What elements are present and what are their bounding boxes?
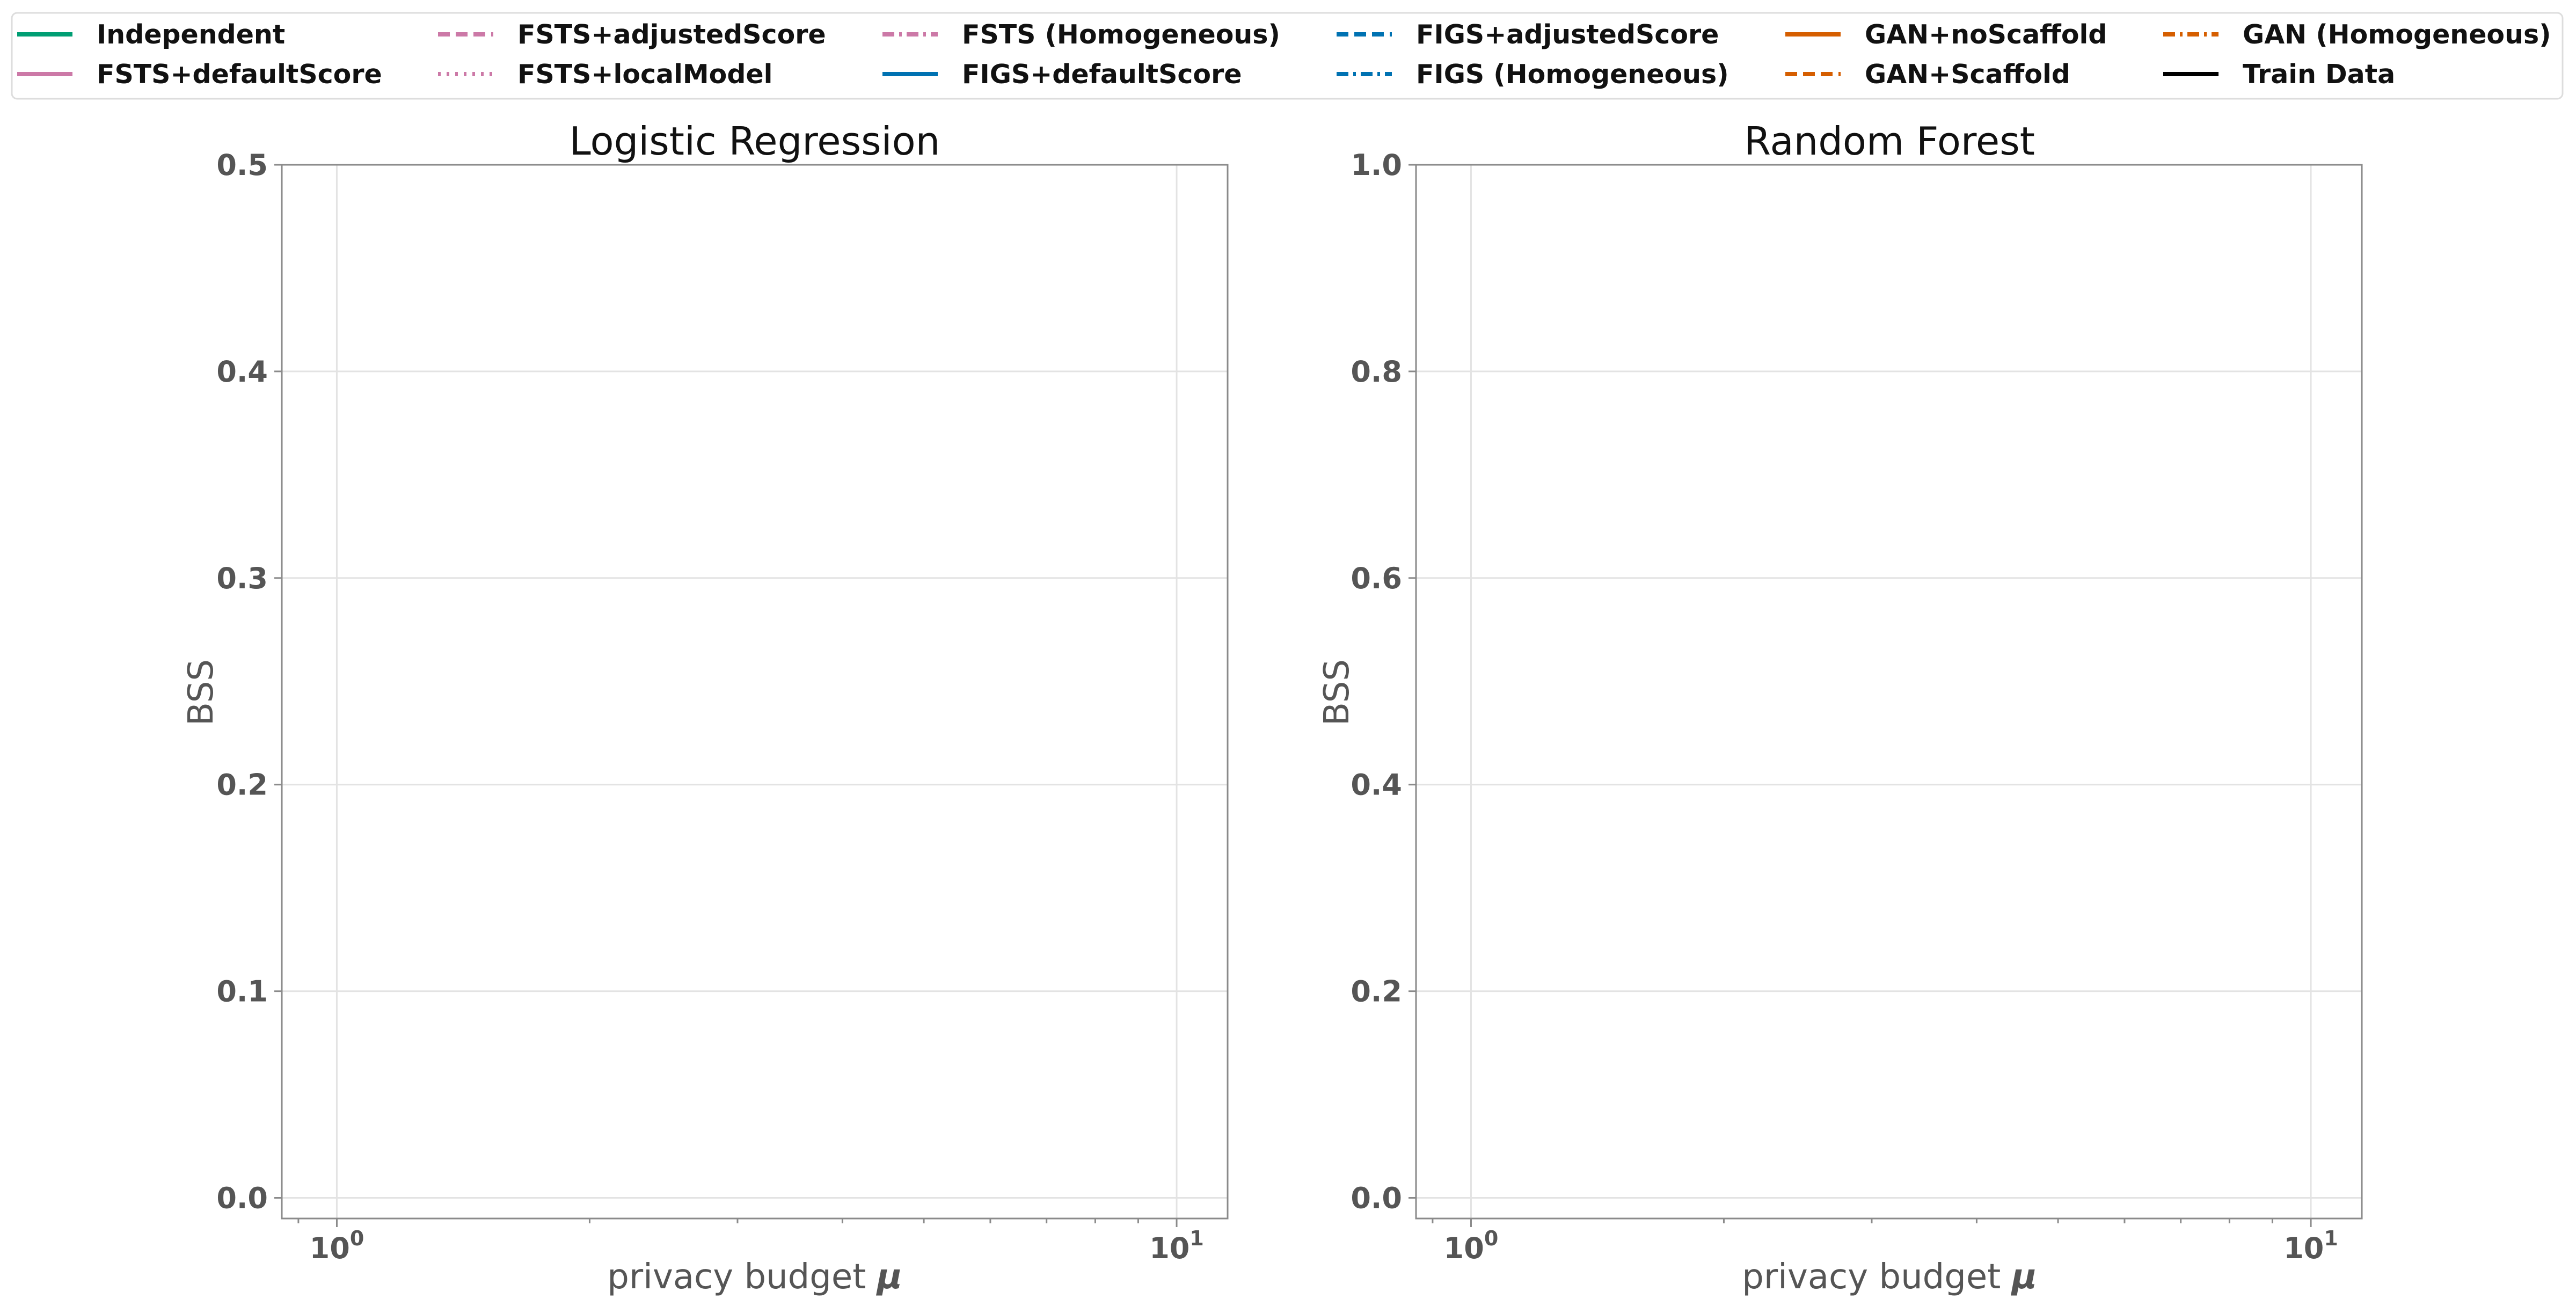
- legend-entry-independent: Independent: [17, 19, 285, 50]
- x-axis-label: privacy budget μ: [607, 1257, 902, 1297]
- x-tick-label: 101: [1149, 1227, 1204, 1265]
- y-tick-label: 1.0: [1351, 148, 1402, 182]
- legend-entry-figs-homogeneous: FIGS (Homogeneous): [1337, 59, 1729, 90]
- y-tick-label: 0.8: [1351, 355, 1402, 389]
- subplot-logistic-regression: Logistic Regression 0.0 0.1 0.2 0.3 0.4 0.5 10…: [181, 119, 1229, 1297]
- legend-label: FIGS+adjustedScore: [1416, 19, 1719, 50]
- y-tick-label: 0.1: [216, 975, 268, 1009]
- legend-entry-figs-defaultscore: FIGS+defaultScore: [882, 59, 1242, 90]
- legend-label: FSTS+adjustedScore: [517, 19, 826, 50]
- y-tick-label: 0.2: [216, 768, 268, 802]
- subplot-title: Logistic Regression: [570, 119, 940, 164]
- legend-label: Train Data: [2243, 59, 2395, 90]
- legend-label: FIGS (Homogeneous): [1416, 59, 1729, 90]
- subplot-title: Random Forest: [1744, 119, 2035, 164]
- legend-frame: [11, 12, 2564, 100]
- legend-entry-train-data: Train Data: [2163, 59, 2395, 90]
- subplot-random-forest: Random Forest 0.0 0.2 0.4 0.6 0.8 1.0 100 101 B…: [1317, 119, 2363, 1297]
- legend-label: FSTS+defaultScore: [97, 59, 382, 90]
- y-tick-label: 0.6: [1351, 561, 1402, 595]
- y-tick-label: 0.0: [216, 1181, 268, 1215]
- x-tick-label: 100: [1444, 1227, 1499, 1265]
- legend-entry-fsts-defaultscore: FSTS+defaultScore: [17, 59, 382, 90]
- x-axis-label: privacy budget μ: [1742, 1257, 2037, 1297]
- legend-entry-figs-adjustedscore: FIGS+adjustedScore: [1337, 19, 1719, 50]
- plot-frame: [1415, 164, 2363, 1220]
- y-tick-label: 0.2: [1351, 975, 1402, 1009]
- legend-entry-gan-scaffold: GAN+Scaffold: [1785, 59, 2070, 90]
- y-tick-label: 0.4: [1351, 768, 1402, 802]
- legend-label: FIGS+defaultScore: [962, 59, 1242, 90]
- legend-entry-gan-noscaffold: GAN+noScaffold: [1785, 19, 2107, 50]
- x-tick-label: 100: [310, 1227, 364, 1265]
- legend-label: Independent: [97, 19, 285, 50]
- legend-label: GAN+Scaffold: [1865, 59, 2070, 90]
- y-tick-label: 0.4: [216, 355, 268, 389]
- legend-entry-gan-homogeneous: GAN (Homogeneous): [2163, 19, 2551, 50]
- y-axis-label: BSS: [181, 659, 221, 726]
- legend-label: FSTS+localModel: [517, 59, 772, 90]
- x-tick-label: 101: [2283, 1227, 2338, 1265]
- legend-entry-fsts-homogeneous: FSTS (Homogeneous): [882, 19, 1280, 50]
- legend-label: GAN+noScaffold: [1865, 19, 2107, 50]
- legend-entry-fsts-localmodel: FSTS+localModel: [438, 59, 772, 90]
- y-tick-label: 0.0: [1351, 1181, 1402, 1215]
- plot-frame: [281, 164, 1229, 1220]
- legend-label: GAN (Homogeneous): [2243, 19, 2551, 50]
- legend: Independent FSTS+defaultScore FSTS+adjuste…: [11, 12, 2564, 100]
- y-tick-label: 0.3: [216, 561, 268, 595]
- legend-label: FSTS (Homogeneous): [962, 19, 1280, 50]
- y-axis-label: BSS: [1317, 659, 1357, 726]
- legend-entry-fsts-adjustedscore: FSTS+adjustedScore: [438, 19, 826, 50]
- y-tick-label: 0.5: [216, 148, 268, 182]
